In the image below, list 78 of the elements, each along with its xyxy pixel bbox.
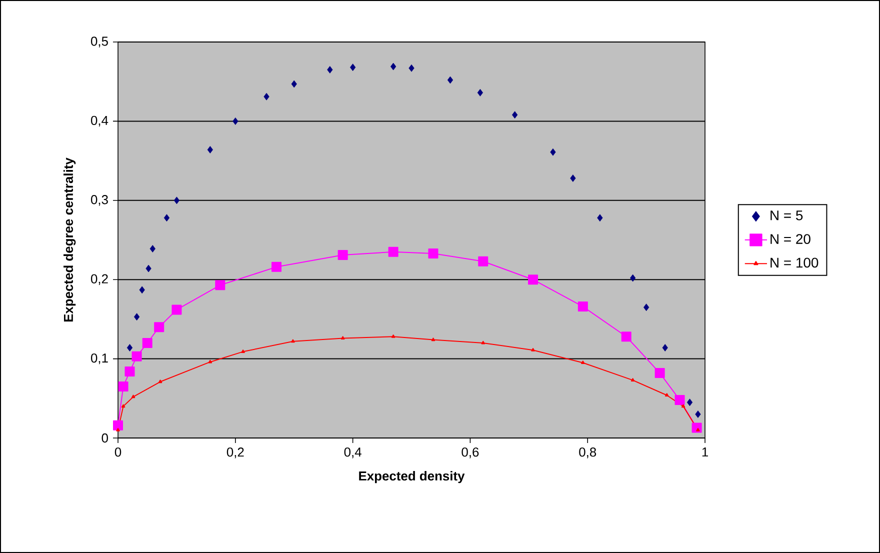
point	[327, 66, 333, 74]
y-tick-label: 0,4	[90, 116, 108, 127]
point	[570, 174, 576, 182]
point	[172, 304, 182, 315]
point	[116, 428, 120, 432]
point	[512, 111, 518, 119]
x-tick-label: 0,8	[579, 448, 596, 458]
point	[146, 264, 152, 272]
point	[134, 313, 140, 321]
point	[686, 398, 693, 406]
point	[643, 304, 650, 312]
point	[208, 360, 212, 364]
point	[150, 245, 156, 252]
point	[264, 92, 270, 100]
point	[113, 420, 123, 430]
point	[118, 382, 128, 392]
point	[621, 332, 632, 342]
point	[695, 410, 701, 418]
point	[662, 344, 668, 352]
legend-label: N = 5	[770, 210, 803, 220]
point	[478, 256, 488, 266]
x-tick-label: 0,6	[462, 448, 479, 458]
y-tick-label: 0	[102, 433, 108, 443]
point	[241, 350, 245, 353]
point	[528, 274, 538, 285]
x-tick-label: 0,4	[344, 448, 362, 458]
point	[481, 340, 486, 344]
point	[207, 146, 213, 154]
point	[121, 404, 126, 408]
point	[124, 366, 135, 376]
point	[664, 393, 669, 397]
point	[408, 64, 414, 72]
point	[154, 322, 164, 332]
point	[350, 64, 356, 72]
x-tick-label: 1	[702, 448, 708, 456]
point	[597, 214, 603, 222]
y-tick-label: 0,1	[90, 353, 108, 364]
point	[158, 380, 162, 384]
x-axis-title: Expected density	[359, 471, 465, 484]
point	[139, 286, 145, 294]
x-tick-label: 0	[114, 448, 122, 457]
point	[630, 274, 636, 282]
point	[578, 302, 588, 312]
legend-label: N = 20	[770, 234, 810, 244]
point	[131, 394, 136, 398]
point	[142, 338, 152, 348]
point	[215, 280, 226, 290]
point	[340, 336, 345, 340]
point	[291, 80, 297, 88]
legend-label: N = 100	[770, 258, 818, 268]
y-axis-title: Expected degree centrality	[64, 158, 76, 322]
point	[338, 250, 348, 260]
point	[390, 62, 396, 70]
point	[696, 428, 700, 432]
point	[271, 262, 282, 272]
point	[531, 348, 535, 352]
point	[232, 117, 238, 125]
point	[388, 246, 398, 257]
point	[428, 248, 438, 258]
point	[447, 76, 454, 84]
point	[132, 351, 142, 362]
x-tick-label: 0,2	[226, 448, 244, 458]
point	[291, 339, 295, 343]
point	[164, 214, 170, 222]
point	[550, 148, 556, 156]
point	[654, 368, 665, 378]
point	[630, 378, 635, 382]
point	[431, 338, 436, 342]
point	[674, 394, 685, 405]
point	[174, 196, 180, 204]
point	[477, 88, 484, 96]
point	[391, 334, 396, 338]
y-tick-label: 0,2	[90, 274, 108, 285]
y-tick-label: 0,5	[90, 36, 108, 48]
point	[681, 404, 686, 408]
point	[126, 344, 133, 352]
point	[581, 360, 585, 364]
y-tick-label: 0,3	[90, 195, 108, 206]
